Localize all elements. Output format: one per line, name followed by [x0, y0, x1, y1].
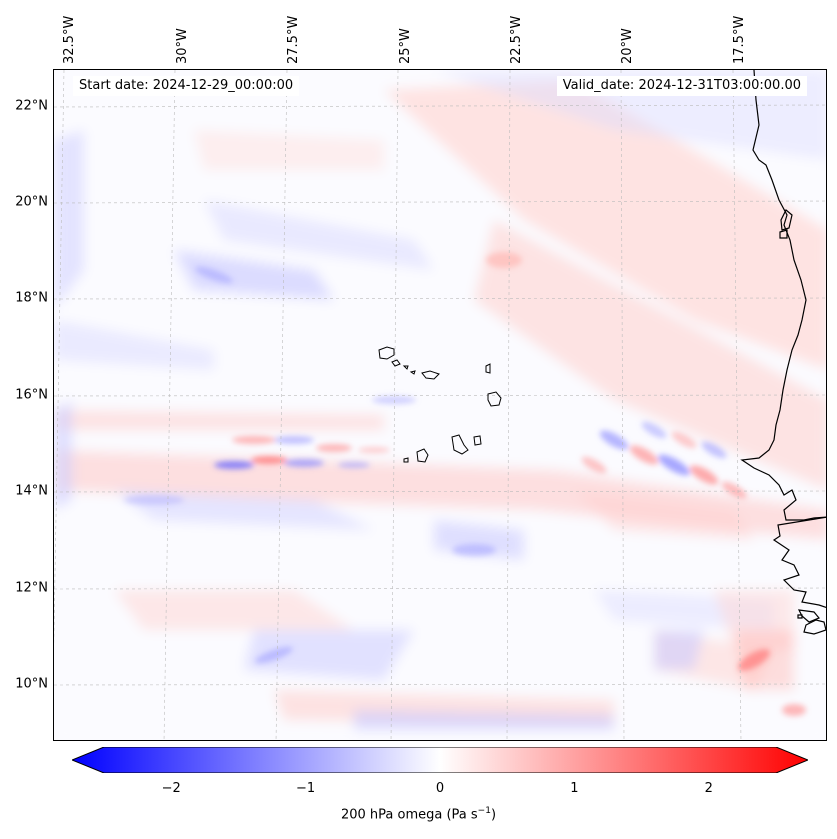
omega-field-map [54, 70, 826, 740]
start-date-label: Start date: 2024-12-29_00:00:00 [73, 76, 300, 96]
colorbar-tick-label: 0 [435, 781, 445, 796]
lon-label-17-5w: 17.5°W [732, 15, 747, 64]
map-panel[interactable] [53, 69, 827, 741]
lon-label-20w: 20°W [620, 28, 635, 64]
valid-date-label: Valid_date: 2024-12-31T03:00:00.00 [556, 76, 807, 96]
cape-verde-islands [378, 346, 502, 463]
colorbar [72, 747, 808, 773]
graticule [54, 70, 826, 740]
colorbar-title: 200 hPa omega (Pa s−1) [340, 806, 497, 823]
coastline [740, 70, 826, 635]
omega-field-broad [54, 70, 826, 740]
lat-label-18n: 18°N [15, 290, 48, 306]
lon-label-30w: 30°W [175, 28, 190, 64]
lat-label-16n: 16°N [15, 387, 48, 403]
omega-field-waves [124, 252, 806, 716]
lon-label-32-5w: 32.5°W [62, 15, 77, 64]
lat-label-12n: 12°N [15, 580, 48, 596]
lon-label-22-5w: 22.5°W [509, 15, 524, 64]
lat-label-14n: 14°N [15, 483, 48, 499]
colorbar-tick-label: −2 [161, 781, 181, 796]
colorbar-tick-label: 2 [704, 781, 713, 796]
lon-label-25w: 25°W [398, 28, 413, 64]
colorbar-tick-label: −1 [296, 781, 316, 796]
lat-label-20n: 20°N [15, 194, 48, 210]
lon-label-27-5w: 27.5°W [286, 15, 301, 64]
lat-label-22n: 22°N [15, 98, 48, 114]
lat-label-10n: 10°N [15, 676, 48, 692]
colorbar-tick-label: 1 [570, 781, 579, 796]
